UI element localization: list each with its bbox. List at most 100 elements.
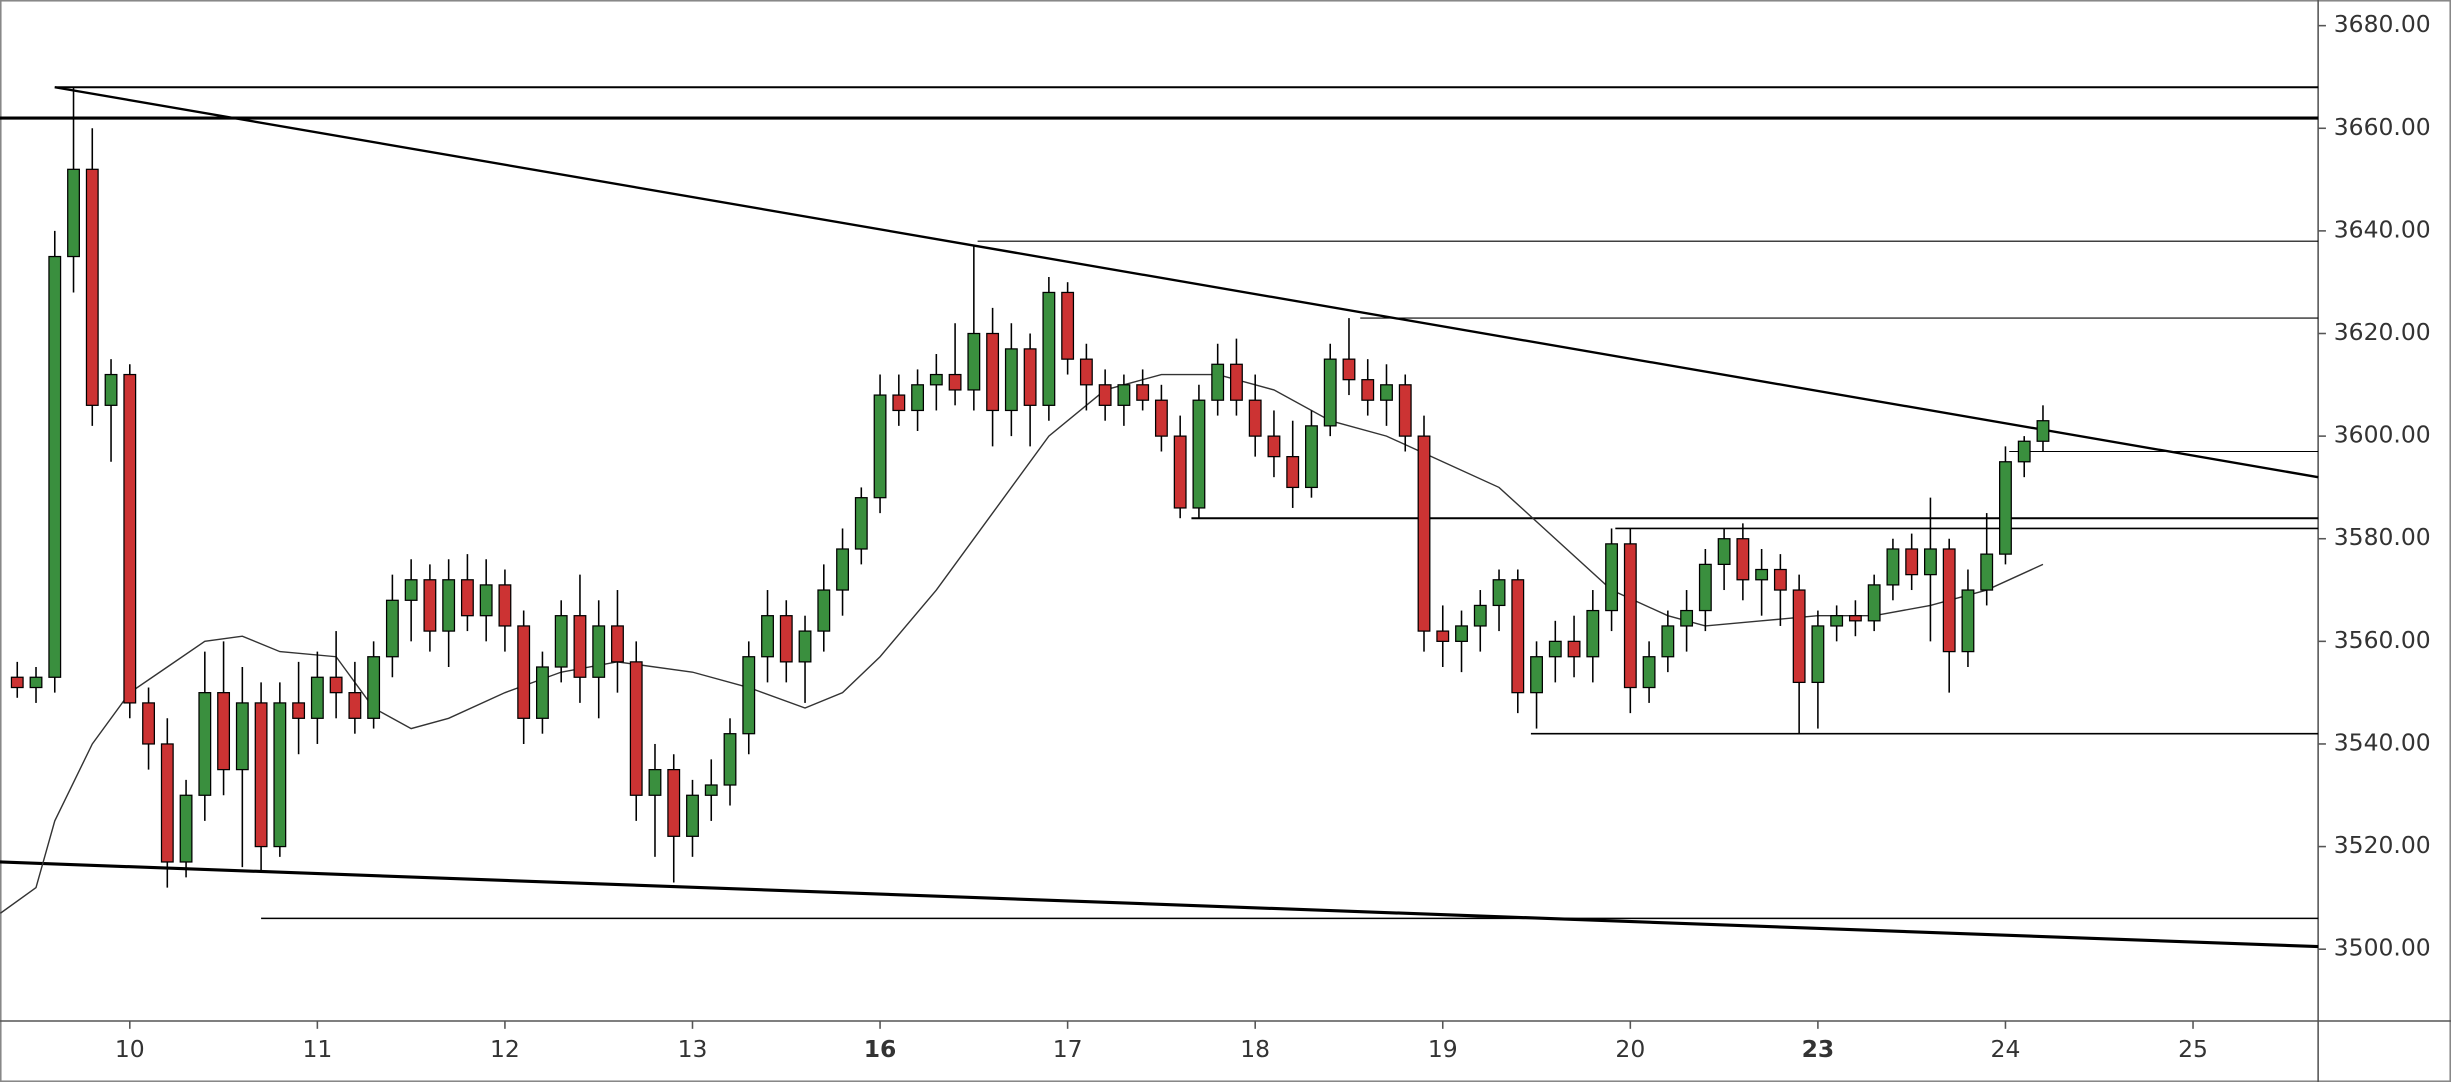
candle-body [1267, 435, 1281, 458]
candle-body [1117, 384, 1131, 406]
x-tick-label: 25 [2178, 1035, 2208, 1063]
candle-body [1380, 384, 1393, 401]
candle-body [1004, 348, 1018, 412]
candle-body [348, 692, 362, 719]
candle-body [1023, 348, 1037, 406]
y-tick-label: 3540.00 [2334, 728, 2431, 756]
candle-body [273, 702, 287, 848]
candle-body [873, 394, 887, 499]
moving-average [0, 373, 2044, 914]
candle-body [404, 579, 418, 601]
candle-body [423, 579, 437, 632]
candle-body [1192, 399, 1206, 509]
candle-body [29, 676, 43, 689]
x-tick-label: 11 [302, 1035, 332, 1063]
candle-body [1792, 589, 1806, 684]
candle-body [442, 579, 456, 632]
x-tick-label: 10 [115, 1035, 145, 1063]
candle-body [310, 676, 324, 719]
candle-body [1530, 656, 1543, 694]
candle-body [160, 743, 174, 863]
x-tick-label: 24 [1991, 1035, 2021, 1063]
y-tick-label: 3600.00 [2334, 421, 2431, 449]
candle-body [479, 584, 493, 617]
candle-body [254, 702, 268, 848]
candle-body [1305, 425, 1318, 489]
candle-body [573, 615, 587, 678]
x-tick-label: 19 [1428, 1035, 1458, 1063]
x-tick-label: 12 [490, 1035, 520, 1063]
candle-body [761, 615, 774, 658]
candle-body [235, 702, 249, 771]
candle-body [48, 255, 62, 678]
candle-body [742, 656, 756, 735]
candle-body [1511, 579, 1525, 694]
y-tick-label: 3580.00 [2334, 523, 2431, 551]
candle-body [498, 584, 512, 627]
candle-body [611, 625, 624, 663]
drawn-line [54, 86, 2319, 479]
candle-body [67, 168, 80, 258]
candle-body [1999, 461, 2012, 555]
candle-body [1136, 384, 1150, 401]
candle-body [554, 615, 568, 668]
candle-body [179, 794, 193, 863]
candle-body [1867, 584, 1881, 622]
candle-body [779, 615, 793, 663]
x-tick-label: 16 [864, 1035, 897, 1063]
candle-body [1473, 604, 1487, 627]
candle-body [2017, 440, 2031, 463]
y-tick-label: 3640.00 [2334, 215, 2431, 243]
y-tick-label: 3560.00 [2334, 626, 2431, 654]
candle-body [667, 768, 681, 837]
candle-body [1567, 640, 1581, 658]
candle-body [1830, 615, 1844, 627]
candle-body [104, 373, 118, 406]
candle-body [1229, 363, 1243, 401]
candle-body [1455, 625, 1468, 642]
candle-body [836, 548, 849, 591]
y-tick-label: 3660.00 [2334, 113, 2431, 141]
candle-body [292, 702, 306, 719]
candle-body [1605, 543, 1619, 612]
candle-body [1717, 538, 1731, 566]
candle-body [1773, 568, 1787, 591]
candle-body [1886, 548, 1900, 586]
candle-body [1905, 548, 1919, 576]
candle-body [1211, 363, 1225, 401]
candle-body [1680, 609, 1694, 627]
drawn-line [0, 860, 2319, 949]
candle-body [329, 676, 343, 694]
candle-body [817, 589, 831, 632]
candle-body [686, 794, 699, 837]
candle-body [948, 373, 962, 391]
candle-body [592, 625, 606, 678]
y-tick-label: 3520.00 [2334, 831, 2431, 859]
candle-body [1492, 579, 1506, 607]
candle-body [1755, 568, 1769, 581]
candle-body [911, 384, 925, 412]
candle-body [1586, 609, 1600, 658]
candle-body [2036, 420, 2050, 442]
candle-body [648, 768, 662, 796]
candle-body [1323, 358, 1337, 427]
candle-body [1361, 379, 1375, 401]
x-tick-label: 23 [1802, 1035, 1835, 1063]
candle-body [1436, 630, 1450, 642]
candle-body [536, 666, 549, 719]
candle-body [929, 373, 943, 386]
candle-body [1248, 399, 1262, 437]
x-tick-label: 17 [1053, 1035, 1083, 1063]
y-tick-label: 3500.00 [2334, 934, 2431, 962]
candle-body [1661, 625, 1675, 658]
candle-body [1079, 358, 1093, 386]
candle-body [1548, 640, 1562, 658]
candle-body [986, 332, 1000, 412]
candle-body [1848, 615, 1862, 622]
candle-body [1173, 435, 1187, 509]
candle-body [1980, 553, 1994, 591]
x-tick-label: 13 [678, 1035, 708, 1063]
candle-body [629, 661, 643, 796]
